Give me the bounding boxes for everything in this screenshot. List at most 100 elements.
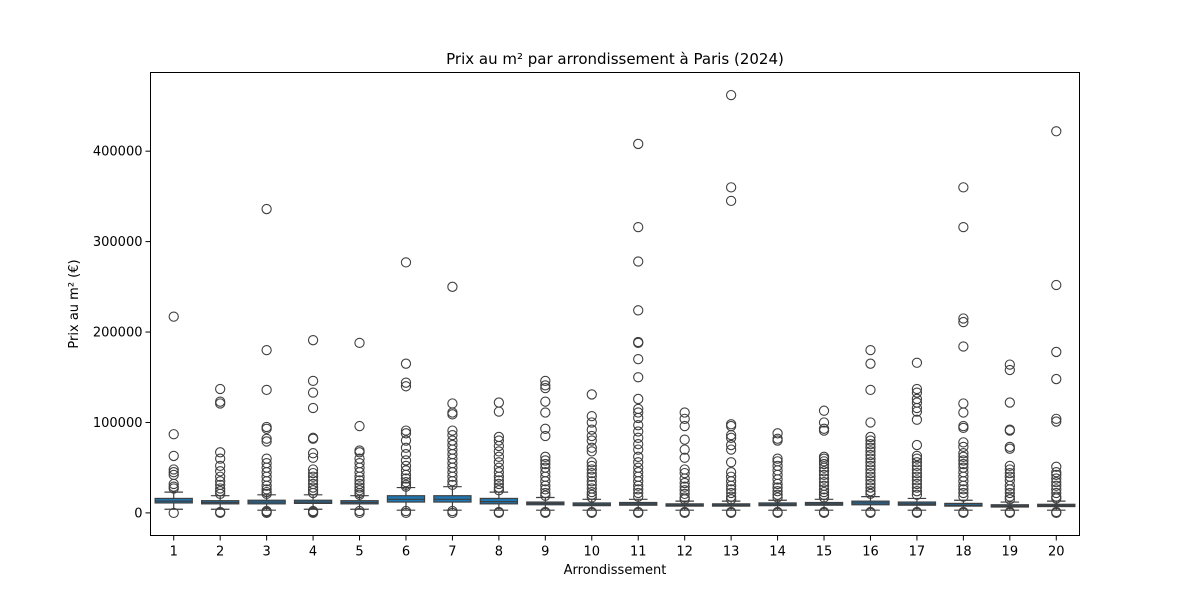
outlier-point: [911, 450, 923, 462]
outlier-point: [540, 480, 551, 491]
outlier-point: [865, 475, 876, 486]
outlier-point: [865, 467, 876, 479]
outlier-point: [958, 441, 969, 453]
outlier-point: [679, 407, 690, 418]
outlier-point: [911, 406, 923, 417]
outlier-point: [307, 487, 319, 499]
outlier-point: [865, 358, 876, 369]
outlier-point: [447, 425, 458, 436]
outlier-point: [633, 444, 644, 455]
outlier-point: [493, 451, 505, 462]
outlier-point: [865, 417, 876, 428]
outlier-point: [633, 507, 644, 519]
outlier-point: [1004, 443, 1015, 454]
outlier-point: [911, 439, 923, 451]
y-axis: 0 100000 200000 300000 400000: [93, 145, 151, 521]
outlier-point: [958, 455, 969, 466]
outlier-point: [865, 478, 876, 490]
outlier-point: [1051, 467, 1062, 478]
outlier-point: [307, 375, 319, 387]
outlier-point: [911, 383, 923, 395]
outlier-point: [725, 487, 737, 499]
outlier-point: [540, 484, 551, 495]
outlier-point: [168, 478, 179, 490]
outlier-point: [354, 471, 365, 482]
outlier-point: [215, 507, 226, 519]
outlier-point: [772, 486, 783, 497]
outlier-point: [633, 484, 644, 495]
outlier-point: [261, 488, 272, 500]
outlier-point: [168, 311, 179, 322]
outlier-point: [1051, 373, 1062, 385]
outlier-point: [1051, 469, 1062, 481]
outlier-point: [911, 467, 923, 479]
y-tick-label: 100000: [93, 416, 143, 431]
outlier-point: [215, 486, 226, 497]
outlier-point: [633, 476, 644, 487]
outlier-point: [586, 471, 597, 482]
outlier-point: [633, 480, 644, 491]
outlier-point: [911, 414, 923, 425]
outlier-point: [400, 455, 412, 466]
box-group-13: [711, 89, 751, 519]
outlier-point: [447, 281, 458, 292]
outlier-point: [865, 442, 876, 453]
outlier-point: [679, 444, 690, 455]
outlier-point: [679, 488, 690, 500]
outlier-point: [540, 382, 551, 394]
outlier-point: [865, 464, 876, 475]
outlier-point: [818, 507, 830, 519]
outlier-point: [354, 485, 365, 496]
outlier-point: [911, 402, 923, 414]
outlier-point: [400, 481, 412, 492]
outlier-point: [307, 507, 319, 519]
x-tick-label: 19: [1002, 545, 1019, 560]
outlier-point: [818, 492, 830, 503]
outlier-point: [725, 480, 737, 491]
outlier-point: [1051, 507, 1062, 519]
outlier-point: [958, 316, 969, 328]
outlier-point: [1004, 460, 1015, 472]
outlier-point: [1051, 279, 1062, 291]
outlier-point: [772, 492, 783, 503]
outlier-point: [447, 479, 458, 491]
outlier-point: [865, 446, 876, 457]
outlier-point: [261, 507, 272, 519]
outlier-point: [958, 507, 969, 519]
outlier-point: [679, 434, 690, 445]
outlier-point: [633, 457, 644, 468]
outlier-point: [400, 377, 412, 388]
outlier-point: [307, 452, 319, 463]
outlier-point: [400, 435, 412, 446]
outlier-point: [400, 425, 412, 436]
y-tick-label: 300000: [93, 235, 143, 250]
outlier-point: [540, 455, 551, 466]
outlier-point: [354, 467, 365, 478]
box-group-11: [619, 138, 658, 519]
outlier-point: [911, 357, 923, 368]
outlier-point: [725, 494, 737, 505]
outlier-point: [865, 431, 876, 443]
outlier-point: [168, 483, 179, 494]
outlier-point: [679, 413, 690, 424]
outlier-point: [400, 381, 412, 392]
outlier-point: [540, 375, 551, 387]
outlier-point: [911, 460, 923, 472]
outlier-point: [540, 458, 551, 470]
outlier-point: [911, 507, 923, 519]
outlier-point: [493, 471, 505, 482]
outlier-point: [1051, 487, 1062, 499]
outlier-point: [354, 420, 365, 432]
outlier-point: [540, 380, 551, 391]
outlier-point: [679, 420, 690, 432]
outlier-point: [865, 507, 876, 519]
outlier-point: [865, 460, 876, 472]
outlier-point: [1004, 480, 1015, 491]
outlier-point: [586, 507, 597, 519]
outlier-point: [1051, 476, 1062, 488]
x-tick-label: 2: [216, 545, 224, 560]
outlier-point: [586, 476, 597, 487]
outlier-point: [586, 489, 597, 500]
outlier-point: [865, 471, 876, 482]
